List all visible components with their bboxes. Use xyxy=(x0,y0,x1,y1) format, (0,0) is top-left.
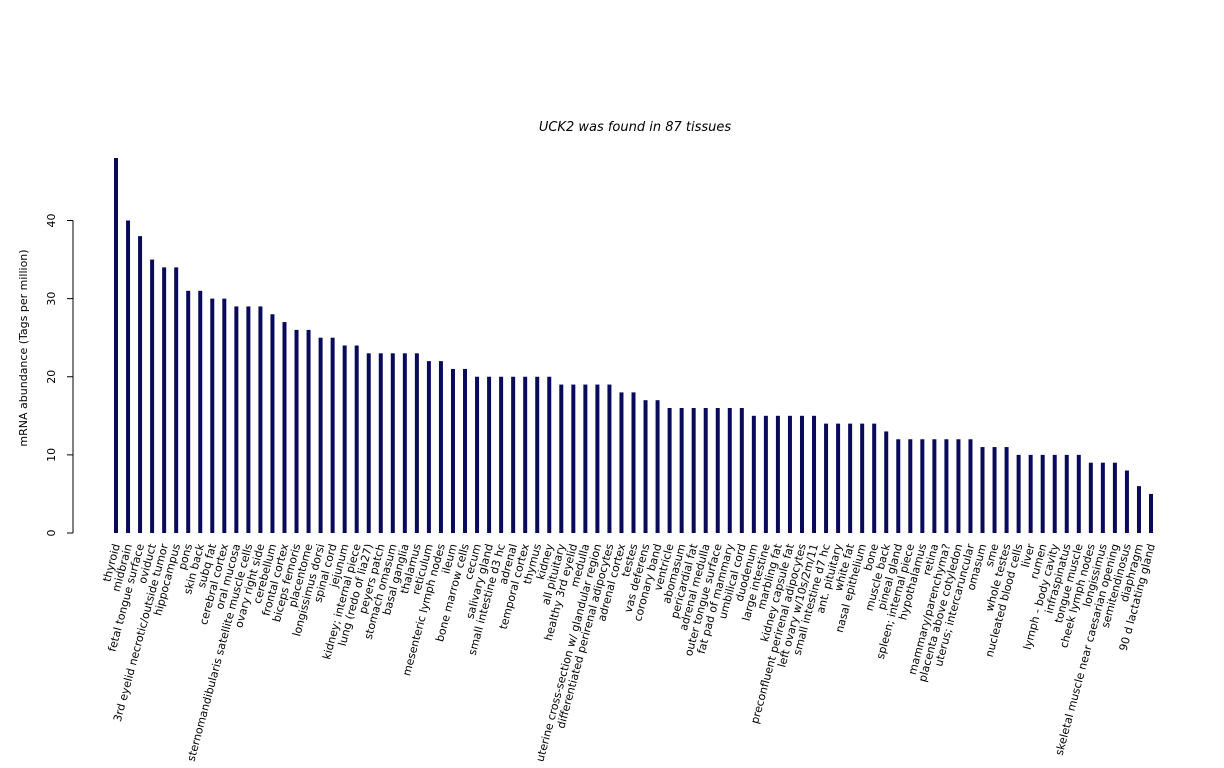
bar xyxy=(222,298,227,533)
bar xyxy=(414,353,419,533)
bar xyxy=(547,376,552,533)
bar xyxy=(812,415,817,533)
bar xyxy=(1149,493,1153,533)
bar xyxy=(234,306,239,533)
bar xyxy=(330,337,335,533)
y-tick-label: 0 xyxy=(45,530,58,537)
bar xyxy=(463,368,468,533)
bar xyxy=(1124,470,1129,533)
bar xyxy=(523,376,528,533)
bar xyxy=(932,439,937,533)
y-tick-label: 30 xyxy=(45,292,58,306)
bar xyxy=(775,415,780,533)
bar xyxy=(559,384,564,533)
bar xyxy=(258,306,263,533)
bar xyxy=(727,408,732,533)
bar xyxy=(174,267,179,533)
bar xyxy=(270,314,275,533)
bar xyxy=(1100,462,1105,533)
bar xyxy=(1076,454,1081,533)
bar xyxy=(944,439,949,533)
bar xyxy=(739,408,744,533)
bar xyxy=(438,361,443,533)
bar xyxy=(787,415,792,533)
bar xyxy=(354,345,359,533)
bar xyxy=(366,353,371,533)
bar xyxy=(1052,454,1057,533)
bar xyxy=(306,329,311,533)
bar xyxy=(884,431,889,533)
bar xyxy=(150,259,155,533)
bar xyxy=(848,423,853,533)
bar xyxy=(450,368,455,533)
bar xyxy=(679,408,684,533)
bar xyxy=(968,439,973,533)
y-tick-label: 10 xyxy=(45,448,58,462)
bar xyxy=(860,423,865,533)
chart-title: UCK2 was found in 87 tissues xyxy=(539,120,732,135)
bar xyxy=(294,329,299,533)
bar xyxy=(390,353,395,533)
bar xyxy=(1112,462,1117,533)
y-axis-label: mRNA abundance (Tags per million) xyxy=(17,249,30,446)
y-tick-label: 40 xyxy=(45,214,58,228)
bar xyxy=(715,408,720,533)
bar xyxy=(896,439,901,533)
bar xyxy=(1040,454,1045,533)
bar xyxy=(1028,454,1033,533)
bar xyxy=(198,290,203,533)
bar xyxy=(703,408,708,533)
bar xyxy=(162,267,167,533)
bar xyxy=(643,400,648,533)
bar xyxy=(1016,454,1021,533)
bar xyxy=(378,353,383,533)
bar xyxy=(655,400,660,533)
bar xyxy=(499,376,504,533)
bar xyxy=(186,290,191,533)
bar xyxy=(1088,462,1093,533)
bar xyxy=(114,158,118,533)
bar xyxy=(342,345,347,533)
bar xyxy=(619,392,624,533)
bar xyxy=(1004,447,1009,533)
bar xyxy=(138,236,143,533)
bar xyxy=(980,447,985,533)
bar xyxy=(1136,486,1141,533)
bar xyxy=(246,306,251,533)
bar xyxy=(595,384,600,533)
bar xyxy=(799,415,804,533)
bar xyxy=(487,376,492,533)
bar xyxy=(511,376,516,533)
y-tick-label: 20 xyxy=(45,370,58,384)
bar xyxy=(872,423,877,533)
bar xyxy=(210,298,215,533)
bar xyxy=(631,392,636,533)
bar xyxy=(908,439,913,533)
bar xyxy=(318,337,323,533)
bar xyxy=(583,384,588,533)
x-tick-label: liver xyxy=(1019,542,1038,569)
bar xyxy=(836,423,841,533)
bar xyxy=(282,322,287,533)
bar xyxy=(402,353,407,533)
bar xyxy=(475,376,480,533)
bar xyxy=(956,439,961,533)
bar xyxy=(126,220,131,533)
bar xyxy=(1064,454,1069,533)
bar xyxy=(571,384,576,533)
bar xyxy=(535,376,540,533)
bar xyxy=(992,447,997,533)
bar xyxy=(667,408,672,533)
bar xyxy=(751,415,756,533)
bar xyxy=(691,408,696,533)
bar xyxy=(607,384,612,533)
bar xyxy=(824,423,829,533)
x-tick-label: sme xyxy=(983,542,1002,568)
bar xyxy=(426,361,431,533)
bar xyxy=(763,415,768,533)
bar xyxy=(920,439,925,533)
